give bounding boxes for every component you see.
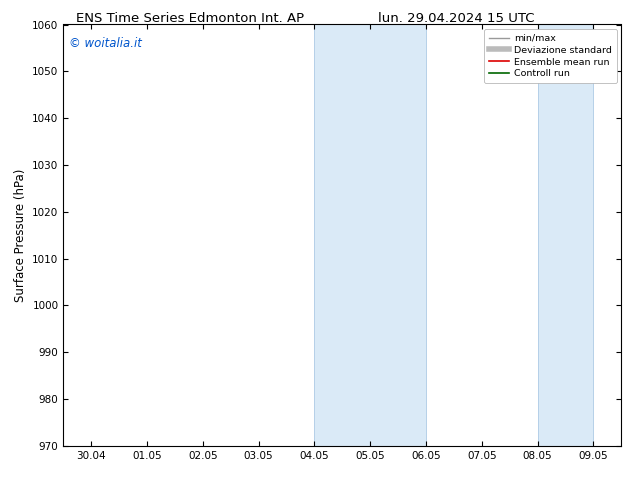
Text: © woitalia.it: © woitalia.it xyxy=(69,37,142,50)
Bar xyxy=(314,24,426,446)
Bar xyxy=(538,24,593,446)
Legend: min/max, Deviazione standard, Ensemble mean run, Controll run: min/max, Deviazione standard, Ensemble m… xyxy=(484,29,617,83)
Text: ENS Time Series Edmonton Int. AP: ENS Time Series Edmonton Int. AP xyxy=(76,12,304,25)
Text: lun. 29.04.2024 15 UTC: lun. 29.04.2024 15 UTC xyxy=(378,12,534,25)
Y-axis label: Surface Pressure (hPa): Surface Pressure (hPa) xyxy=(14,169,27,302)
